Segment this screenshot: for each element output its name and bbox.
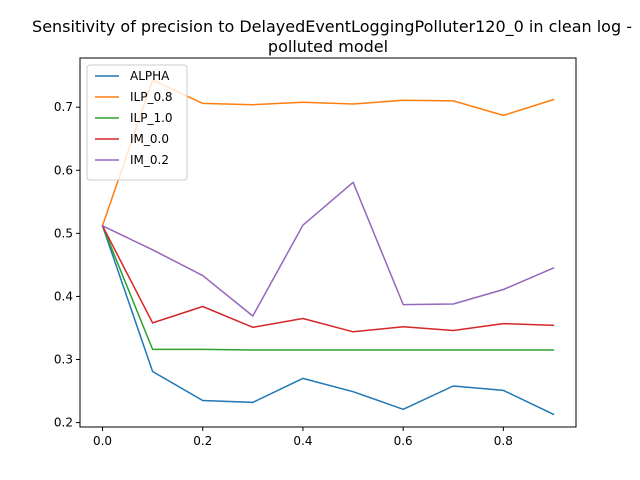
series-line-im-0-2 (101, 181, 555, 317)
y-tick-label: 0.3 (54, 353, 73, 367)
x-tick-label: 0.2 (193, 434, 212, 448)
y-tick-label: 0.4 (54, 289, 73, 303)
y-tick-label: 0.6 (54, 163, 73, 177)
series-line-alpha (101, 224, 555, 416)
x-tick-label: 0.8 (494, 434, 513, 448)
legend-label: ILP_0.8 (130, 90, 173, 104)
x-axis: 0.0 0.2 0.4 0.6 0.8 (93, 427, 513, 448)
y-axis: 0.2 0.3 0.4 0.5 0.6 0.7 (54, 100, 80, 430)
legend-label: ALPHA (130, 69, 170, 83)
series-line-im-0-0 (101, 224, 555, 333)
x-tick-label: 0.6 (394, 434, 413, 448)
y-tick-label: 0.2 (54, 416, 73, 430)
y-tick-label: 0.5 (54, 226, 73, 240)
series-line-ilp-1-0 (101, 224, 555, 351)
legend-label: IM_0.0 (130, 132, 169, 146)
legend-label: IM_0.2 (130, 153, 169, 167)
plot-frame (79, 57, 577, 428)
x-tick-label: 0.4 (293, 434, 312, 448)
legend-box (86, 64, 188, 181)
chart-title-line-2: polluted model (268, 37, 388, 56)
chart-title-line-1: Sensitivity of precision to DelayedEvent… (32, 17, 632, 37)
x-tick-label: 0.0 (93, 434, 112, 448)
legend: ALPHA ILP_0.8 ILP_1.0 IM_0.0 IM_0.2 (86, 64, 188, 181)
legend-label: ILP_1.0 (130, 111, 173, 125)
y-tick-label: 0.7 (54, 100, 73, 114)
